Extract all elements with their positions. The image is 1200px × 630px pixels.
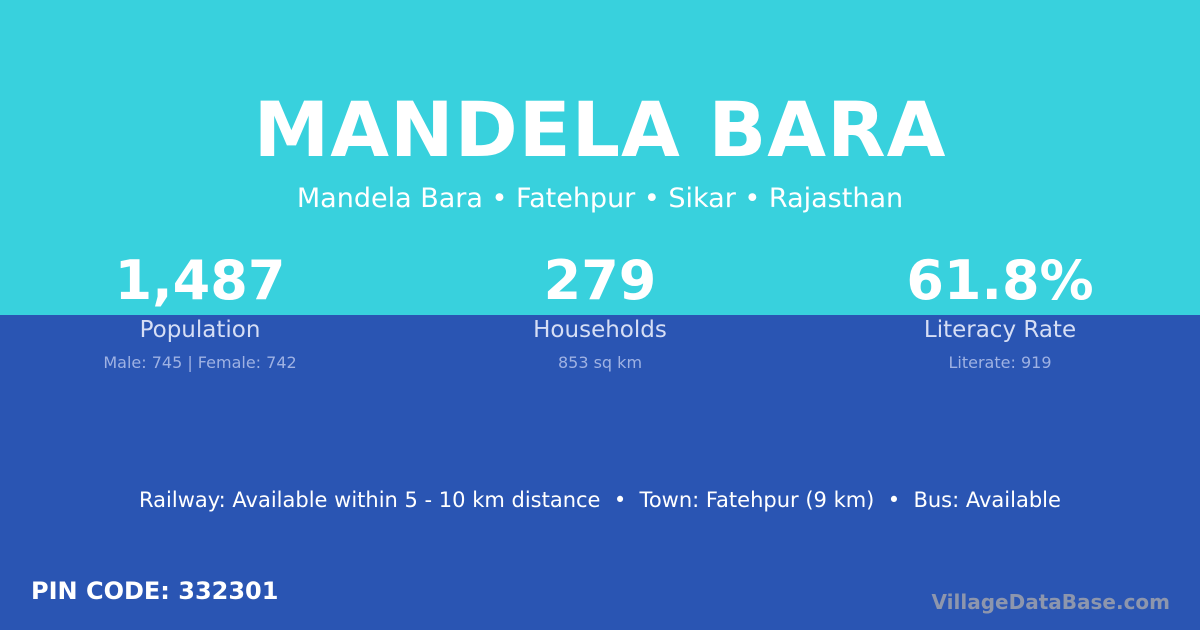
village-title: MANDELA BARA: [253, 85, 947, 174]
stat-value: 279: [543, 249, 657, 312]
stat-label: Population: [139, 317, 261, 343]
stat-value: 61.8%: [906, 249, 1094, 312]
top-band: [0, 0, 1200, 315]
brand-logo: VillageDataBase.com: [931, 590, 1170, 614]
bottom-band: [0, 315, 1200, 630]
pin-code: PIN CODE: 332301: [31, 577, 279, 605]
stat-detail: Literate: 919: [948, 353, 1052, 372]
stat-population: 1,487 Population Male: 745 | Female: 742: [0, 250, 400, 375]
stat-literacy: 61.8% Literacy Rate Literate: 919: [800, 250, 1200, 375]
connectivity-info: Railway: Available within 5 - 10 km dist…: [139, 488, 1061, 512]
stat-label: Households: [533, 317, 667, 343]
location-breadcrumb: Mandela Bara • Fatehpur • Sikar • Rajast…: [296, 183, 904, 214]
stat-label: Literacy Rate: [923, 317, 1077, 343]
stat-detail: 853 sq km: [557, 353, 643, 372]
stat-value: 1,487: [114, 249, 286, 312]
stat-households: 279 Households 853 sq km: [400, 250, 800, 375]
stat-detail: Male: 745 | Female: 742: [103, 353, 297, 372]
